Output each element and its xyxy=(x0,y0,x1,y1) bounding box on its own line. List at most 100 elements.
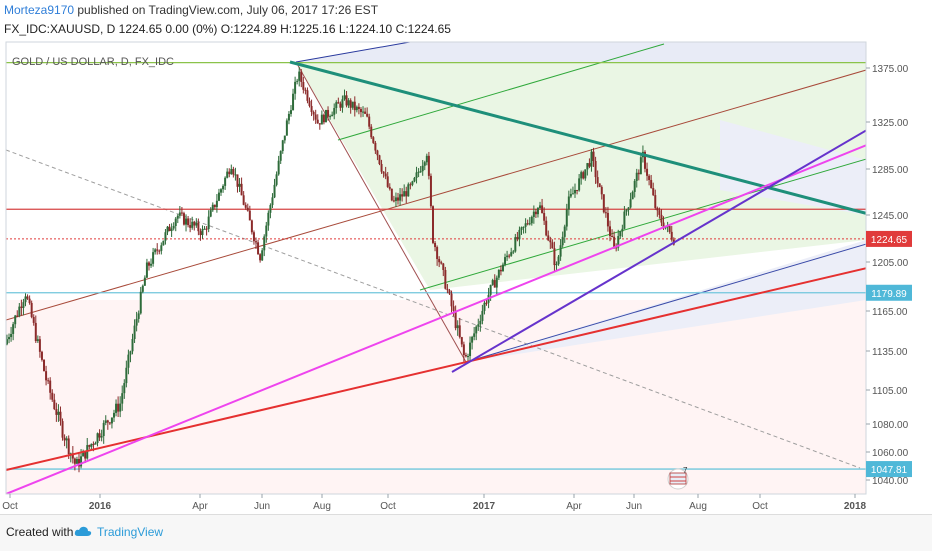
candle xyxy=(464,352,467,358)
candle xyxy=(475,325,478,341)
candle xyxy=(380,159,383,174)
candle xyxy=(586,162,589,176)
candle xyxy=(238,177,241,192)
candle xyxy=(458,317,461,339)
us-flag-icon xyxy=(669,472,687,485)
candle xyxy=(563,224,566,243)
candle xyxy=(617,229,620,251)
candle xyxy=(275,171,278,187)
y-tick-label: 1325.00 xyxy=(872,118,909,129)
candle xyxy=(425,153,428,166)
candle xyxy=(362,106,365,117)
candle xyxy=(543,207,546,225)
candle xyxy=(479,314,482,332)
candle xyxy=(545,216,548,237)
candle xyxy=(551,239,554,249)
candle xyxy=(261,248,264,262)
candle xyxy=(147,261,150,271)
trendlines xyxy=(6,60,866,494)
candle xyxy=(604,207,607,218)
price-label: 1224.65 xyxy=(866,230,912,247)
median-brown-line xyxy=(6,69,866,321)
candle xyxy=(623,206,626,230)
candle xyxy=(252,230,255,245)
candle xyxy=(197,218,200,236)
magenta-trendline xyxy=(6,144,866,494)
candle xyxy=(401,188,404,202)
candle xyxy=(429,173,432,209)
x-tick-label: Jun xyxy=(254,501,270,512)
candle xyxy=(477,318,480,331)
candle xyxy=(236,174,239,193)
candle xyxy=(553,241,556,272)
candle xyxy=(304,87,307,95)
candle xyxy=(141,284,144,294)
candle xyxy=(259,253,262,263)
x-tick-label: 2017 xyxy=(473,501,496,512)
price-chart[interactable]: GOLD / US DOLLAR, D, FX_IDC 1375.00 1325.… xyxy=(0,0,932,514)
candle xyxy=(211,202,214,212)
candle xyxy=(343,89,346,101)
candle xyxy=(8,333,11,344)
candle xyxy=(407,182,410,197)
events-flag-marker[interactable]: 7 xyxy=(667,466,689,490)
candle xyxy=(14,314,17,329)
plot-border xyxy=(5,41,867,495)
candle xyxy=(283,135,286,144)
candle xyxy=(137,310,140,323)
candle xyxy=(434,241,437,252)
candle xyxy=(189,218,192,233)
candle xyxy=(438,256,441,268)
x-tick-label: 2018 xyxy=(844,501,867,512)
candle xyxy=(203,226,206,230)
candle xyxy=(417,168,420,178)
candle xyxy=(635,168,638,188)
candle xyxy=(571,186,574,195)
candle xyxy=(298,67,301,87)
price-label: 1179.89 xyxy=(866,284,912,301)
candle xyxy=(287,111,290,125)
candle xyxy=(217,188,220,202)
candle xyxy=(143,275,146,286)
candle xyxy=(534,208,537,218)
candle xyxy=(329,114,332,120)
y-tick-label: 1165.00 xyxy=(872,307,908,318)
candle xyxy=(90,443,93,450)
svg-text:1224.65: 1224.65 xyxy=(871,235,908,246)
candle xyxy=(110,417,113,429)
candle xyxy=(427,151,430,180)
candle xyxy=(335,100,338,114)
candle xyxy=(440,260,443,265)
candle xyxy=(199,228,202,241)
candle xyxy=(195,218,198,228)
candle xyxy=(20,299,23,316)
candle xyxy=(32,314,35,326)
candle xyxy=(47,377,50,385)
candle xyxy=(444,266,447,290)
candle xyxy=(16,310,19,318)
candle xyxy=(209,207,212,218)
candle xyxy=(670,225,673,242)
candle xyxy=(75,456,78,464)
candle xyxy=(285,118,288,136)
candle xyxy=(246,203,249,212)
candle xyxy=(355,105,358,113)
candle xyxy=(660,209,663,227)
candle xyxy=(452,300,455,317)
candle xyxy=(294,76,297,100)
candle xyxy=(600,185,603,200)
price-candles xyxy=(6,67,675,473)
candle xyxy=(38,335,41,358)
candle xyxy=(322,113,325,125)
candle xyxy=(650,174,653,189)
candle xyxy=(353,96,356,117)
candle xyxy=(390,188,393,202)
candle xyxy=(522,226,525,234)
candle xyxy=(187,215,190,228)
candle xyxy=(324,109,327,123)
x-tick-label: Oct xyxy=(2,501,18,512)
candle xyxy=(658,207,661,219)
author-link[interactable]: Morteza9170 xyxy=(4,3,75,17)
tradingview-link[interactable]: TradingView xyxy=(97,525,164,539)
candle xyxy=(296,78,299,85)
